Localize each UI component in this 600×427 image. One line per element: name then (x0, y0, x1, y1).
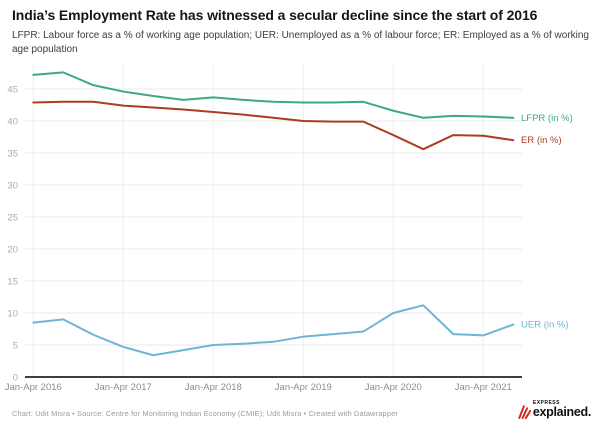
y-axis-tick-label: 40 (7, 117, 18, 128)
y-axis-tick-label: 15 (7, 277, 18, 288)
x-axis-tick-label: Jan-Apr 2018 (185, 382, 242, 393)
x-axis-tick-label: Jan-Apr 2021 (455, 382, 512, 393)
logo-express-text: EXPRESS (532, 400, 560, 406)
x-axis-tick-label: Jan-Apr 2020 (365, 382, 422, 393)
y-axis-tick-label: 0 (13, 373, 18, 384)
chart-title: India’s Employment Rate has witnessed a … (12, 7, 538, 23)
logo-explained-text: explained. (532, 405, 591, 419)
lfpr-line (32, 71, 515, 119)
y-axis-tick-label: 25 (7, 213, 18, 224)
express-fan-icon (518, 404, 531, 419)
logo-text-block: EXPRESS explained. (533, 401, 591, 419)
express-explained-logo: EXPRESS explained. (518, 401, 591, 419)
attribution-text: Chart: Udit Misra • Source: Centre for M… (12, 409, 398, 418)
er-line-label: ER (in %) (521, 135, 562, 146)
y-axis-tick-label: 30 (7, 181, 18, 192)
lfpr-line-label: LFPR (in %) (521, 113, 573, 124)
y-axis-tick-label: 5 (13, 341, 18, 352)
uer-line (32, 304, 515, 357)
uer-line-label: UER (in %) (521, 320, 569, 331)
y-axis-tick-label: 45 (7, 85, 18, 96)
er-line (32, 100, 515, 151)
y-axis-tick-label: 10 (7, 309, 18, 320)
x-axis-tick-label: Jan-Apr 2017 (95, 382, 152, 393)
x-axis-tick-label: Jan-Apr 2019 (275, 382, 332, 393)
chart-subtitle: LFPR: Labour force as a % of working age… (12, 30, 589, 55)
x-axis-tick-label: Jan-Apr 2016 (5, 382, 62, 393)
y-axis-tick-label: 20 (7, 245, 18, 256)
y-axis-tick-label: 35 (7, 149, 18, 160)
